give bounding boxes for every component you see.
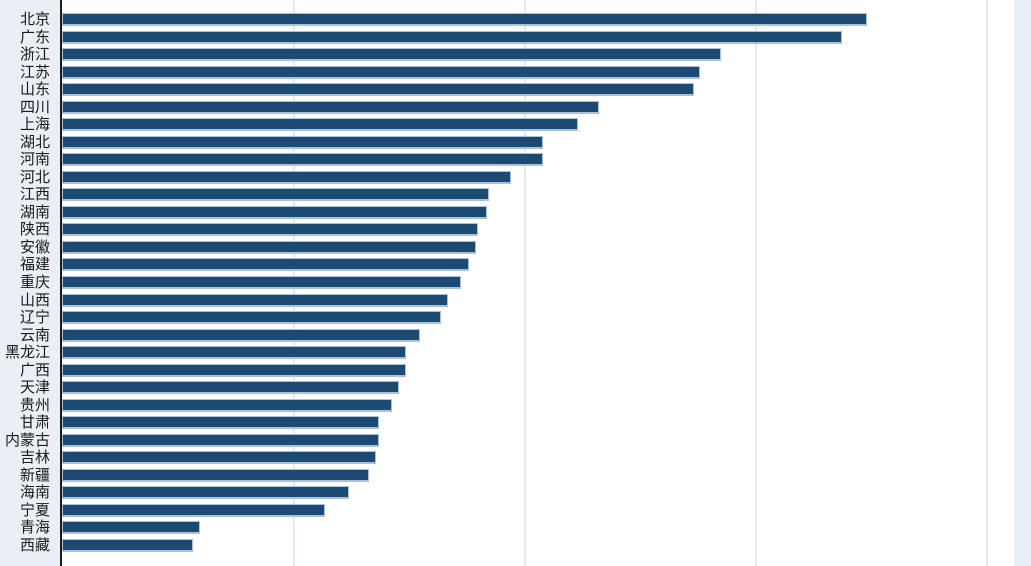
bar (62, 434, 379, 447)
bar (62, 83, 694, 96)
bar (62, 171, 511, 184)
vertical-gridline (524, 0, 526, 566)
y-axis-label: 宁夏 (19, 501, 50, 519)
y-axis-label: 重庆 (19, 273, 50, 291)
y-axis-label: 上海 (19, 115, 50, 133)
bar (62, 136, 543, 149)
bar (62, 504, 325, 517)
y-axis-label: 江西 (19, 185, 50, 203)
y-axis-label: 辽宁 (19, 308, 50, 326)
vertical-gridline (755, 0, 757, 566)
bar (62, 329, 420, 342)
bar (62, 486, 349, 499)
y-axis-label: 贵州 (19, 396, 50, 414)
y-axis-label: 天津 (19, 378, 50, 396)
y-axis-label: 内蒙古 (4, 431, 50, 449)
bar (62, 311, 441, 324)
bar (62, 399, 392, 412)
y-axis-label: 陕西 (19, 220, 50, 238)
bar (62, 346, 406, 359)
bar (62, 206, 487, 219)
bar (62, 31, 842, 44)
y-axis-label: 西藏 (19, 536, 50, 554)
y-axis-label: 湖北 (19, 133, 50, 151)
bar (62, 258, 469, 271)
y-axis-label: 四川 (19, 98, 50, 116)
bar (62, 153, 543, 166)
y-axis-label: 青海 (19, 518, 50, 536)
bar (62, 294, 448, 307)
bar (62, 101, 599, 114)
bar (62, 416, 379, 429)
y-axis-label: 山西 (19, 291, 50, 309)
bar (62, 13, 867, 26)
vertical-gridline (986, 0, 988, 566)
y-axis-label: 浙江 (19, 45, 50, 63)
y-axis-label: 黑龙江 (4, 343, 50, 361)
y-axis-label: 海南 (19, 483, 50, 501)
y-axis-label: 山东 (19, 80, 50, 98)
y-axis-label: 新疆 (19, 466, 50, 484)
bar (62, 118, 578, 131)
y-axis-label: 甘肃 (19, 413, 50, 431)
y-axis-label: 江苏 (19, 63, 50, 81)
bar (62, 381, 399, 394)
y-axis-label: 安徽 (19, 238, 50, 256)
y-axis-label: 福建 (19, 255, 50, 273)
y-axis-label: 湖南 (19, 203, 50, 221)
y-axis-label: 云南 (19, 326, 50, 344)
y-axis-label: 河北 (19, 168, 50, 186)
y-axis-label: 广东 (19, 28, 50, 46)
bar (62, 48, 721, 61)
y-axis-line (60, 0, 62, 566)
bar (62, 188, 489, 201)
bar (62, 469, 369, 482)
bar (62, 223, 478, 236)
y-axis-label: 河南 (19, 150, 50, 168)
bar (62, 276, 461, 289)
bar (62, 66, 700, 79)
bar (62, 521, 200, 534)
bar (62, 364, 406, 377)
y-axis-label: 吉林 (19, 448, 50, 466)
y-axis-label: 北京 (19, 10, 50, 28)
bar (62, 539, 193, 552)
y-axis-label: 广西 (19, 361, 50, 379)
bar (62, 451, 376, 464)
bar (62, 241, 476, 254)
